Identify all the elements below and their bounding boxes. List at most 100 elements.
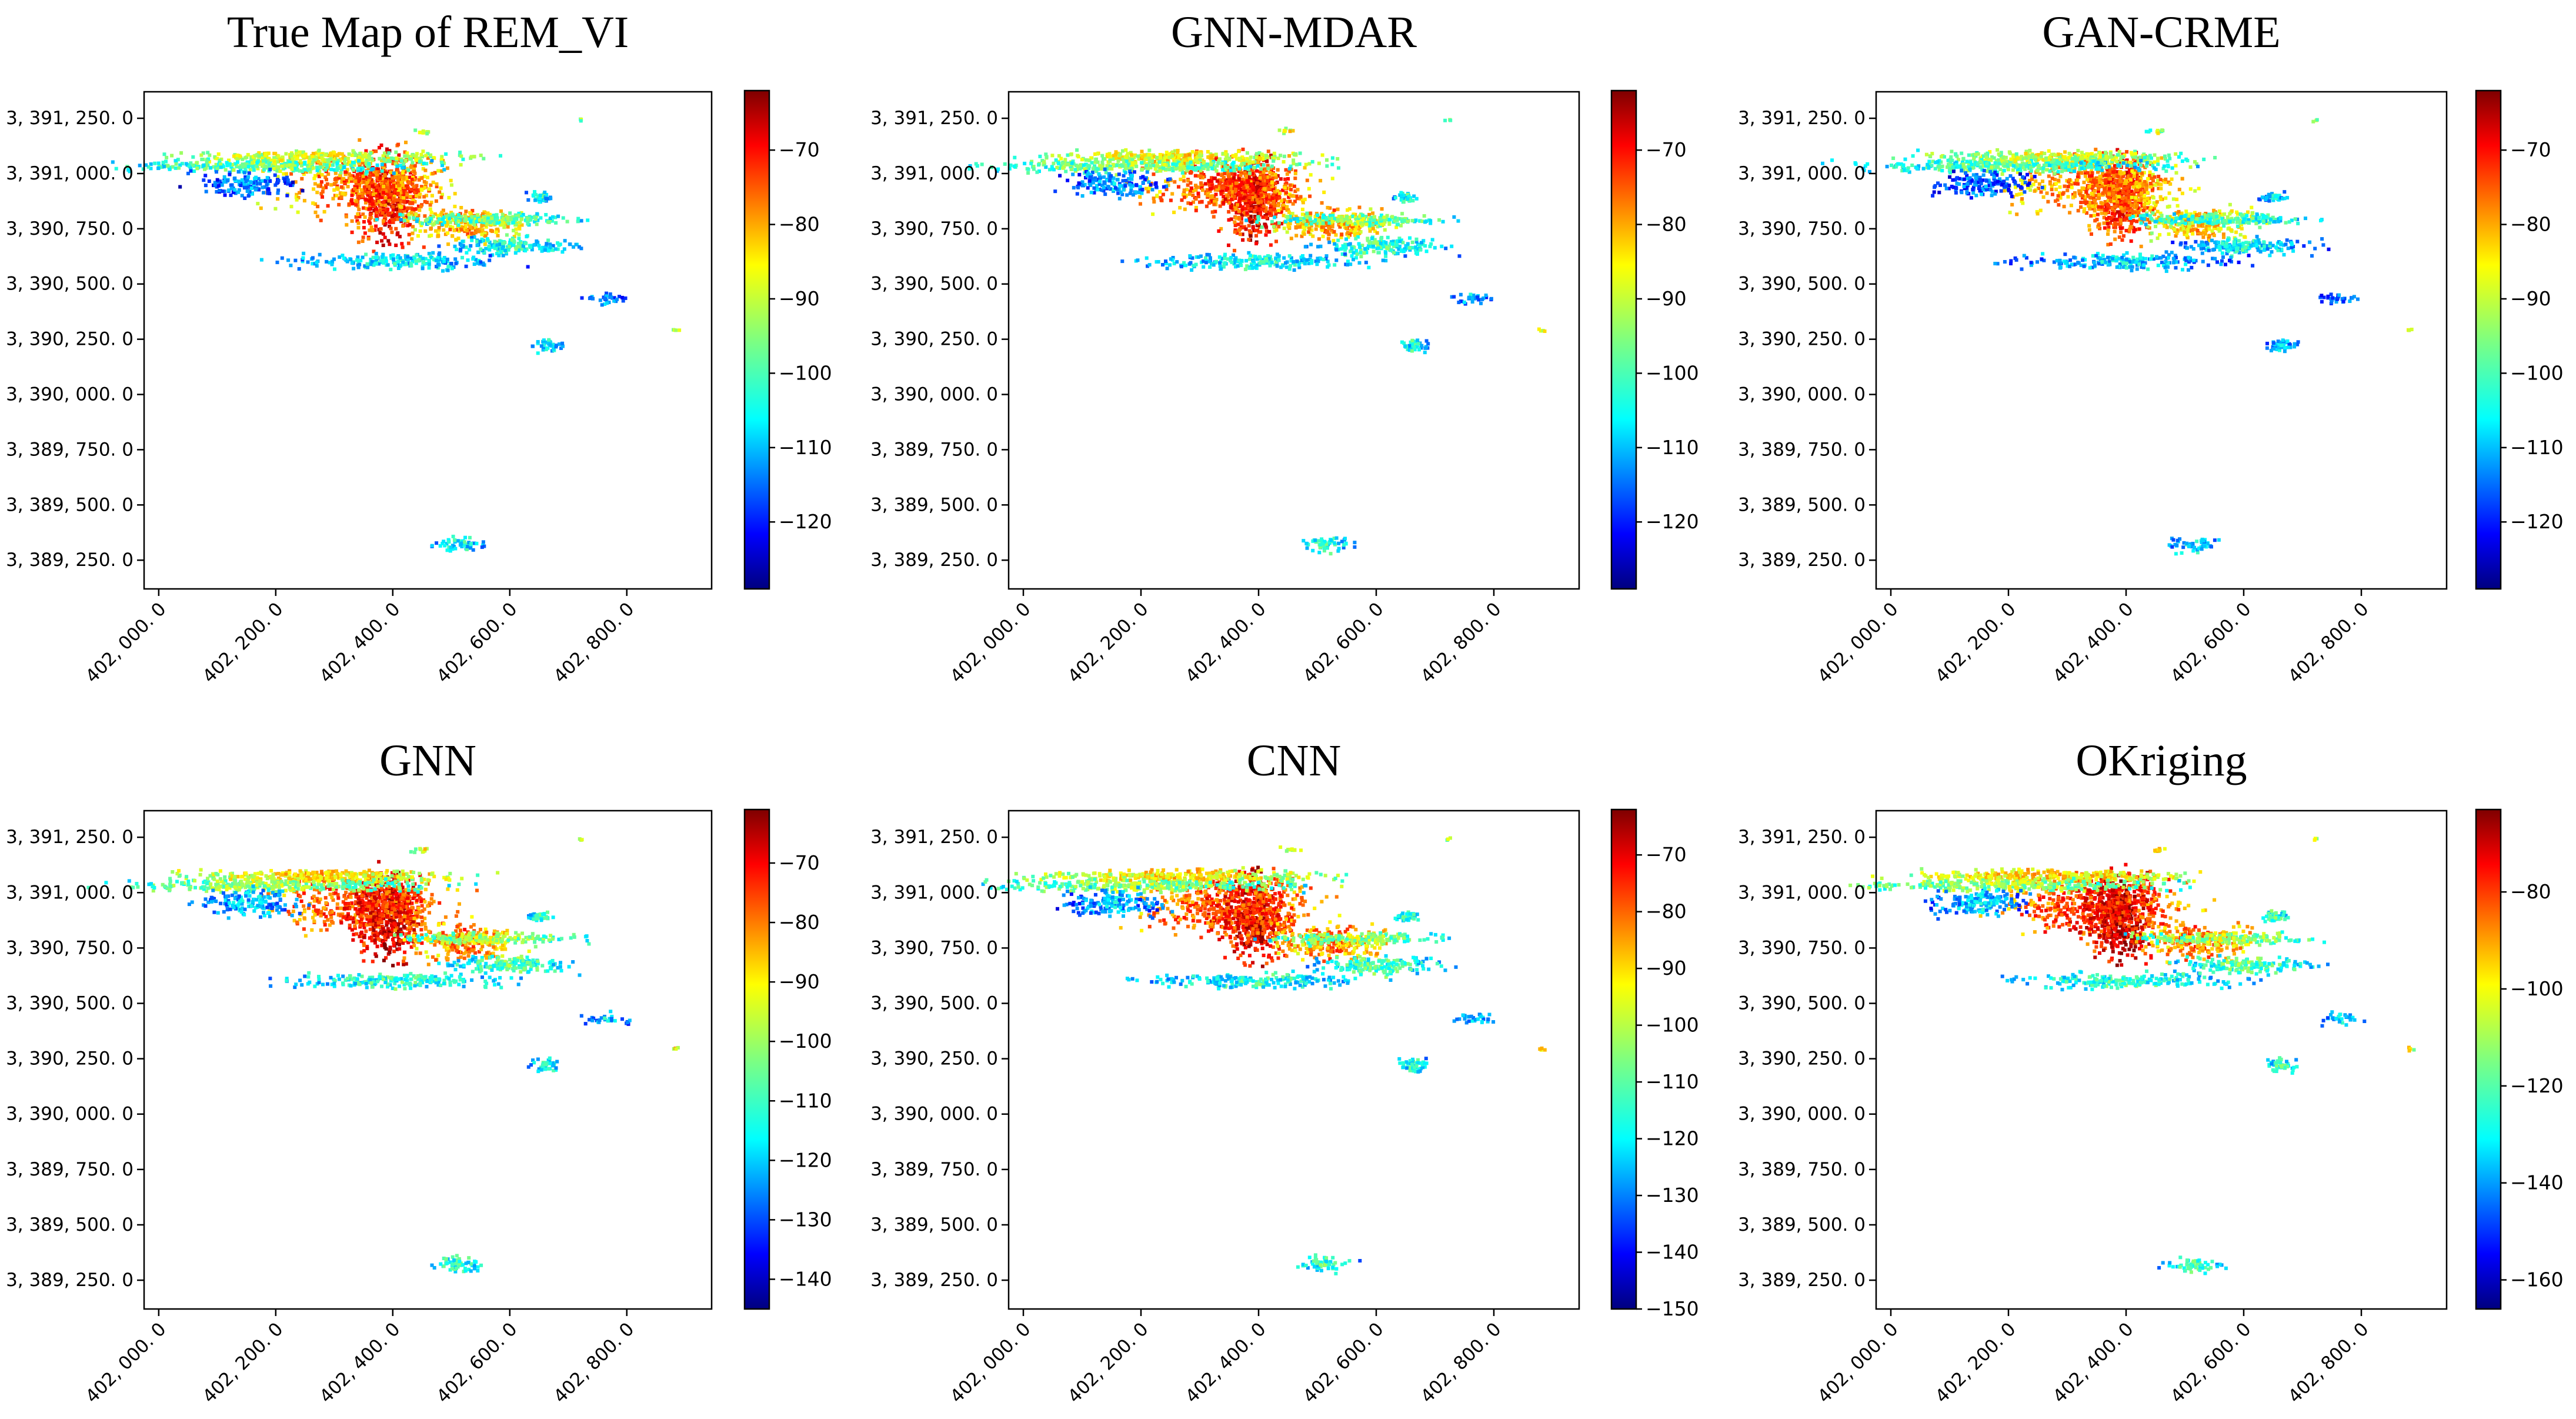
heatmap-cell <box>1163 163 1167 166</box>
heatmap-cell <box>333 267 336 271</box>
heatmap-cell <box>394 150 398 154</box>
heatmap-cell <box>458 151 462 154</box>
heatmap-cell <box>1259 171 1263 175</box>
heatmap-cell <box>1070 161 1074 165</box>
heatmap-cell <box>1287 195 1291 199</box>
heatmap-cell <box>1233 172 1237 176</box>
heatmap-cell <box>1167 168 1172 172</box>
heatmap-cell <box>482 218 486 222</box>
heatmap-cell <box>252 158 256 162</box>
heatmap-cell <box>382 165 386 169</box>
heatmap-cell <box>209 166 213 170</box>
heatmap-cell <box>380 255 384 259</box>
heatmap-cell <box>536 218 540 222</box>
heatmap-cell <box>355 173 359 177</box>
heatmap-cell <box>337 202 341 206</box>
heatmap-cell <box>414 154 418 158</box>
heatmap-cell <box>577 245 581 249</box>
heatmap-cell <box>419 258 423 262</box>
heatmap-cell <box>1244 227 1248 231</box>
heatmap-cell <box>268 168 272 172</box>
heatmap-cell <box>444 212 448 216</box>
heatmap-cell <box>1106 153 1110 157</box>
heatmap-cell <box>435 182 439 186</box>
heatmap-cell <box>293 164 297 168</box>
heatmap-cell <box>470 216 474 221</box>
heatmap-cell <box>353 185 357 189</box>
heatmap-cell <box>1256 211 1260 215</box>
heatmap-cell <box>380 169 384 173</box>
heatmap-cell <box>1256 215 1260 219</box>
heatmap-cell <box>1190 165 1194 169</box>
heatmap-cell <box>395 255 399 259</box>
heatmap-cell <box>195 161 199 165</box>
heatmap-cell <box>1073 168 1077 172</box>
heatmap-cell <box>379 186 383 191</box>
heatmap-cell <box>1199 174 1203 178</box>
heatmap-cell <box>1037 163 1041 167</box>
heatmap-cell <box>1410 219 1414 223</box>
heatmap-cell <box>1032 167 1036 171</box>
heatmap-cell <box>529 245 532 249</box>
heatmap-cell <box>1355 252 1359 256</box>
heatmap-cell <box>517 211 521 215</box>
heatmap-cell <box>299 153 303 157</box>
heatmap-cell <box>288 161 292 165</box>
heatmap-cell <box>376 209 380 213</box>
heatmap-cell <box>497 219 501 223</box>
heatmap-cell <box>422 174 426 178</box>
heatmap-cell <box>414 158 418 162</box>
heatmap-cell <box>427 266 431 270</box>
heatmap-cell <box>557 243 561 247</box>
heatmap-cell <box>341 254 345 258</box>
heatmap-cell <box>401 183 405 187</box>
heatmap-cell <box>492 244 496 248</box>
heatmap-cell <box>1257 190 1261 194</box>
heatmap-cell <box>1076 185 1080 189</box>
heatmap-cell <box>372 188 376 192</box>
heatmap-cell <box>1115 173 1119 177</box>
heatmap-cell <box>508 211 512 215</box>
heatmap-cell <box>538 196 542 201</box>
heatmap-cell <box>319 154 323 158</box>
heatmap-cell <box>1414 218 1418 222</box>
heatmap-cell <box>1295 196 1299 201</box>
heatmap-cell <box>407 212 411 216</box>
heatmap-cell <box>339 168 343 171</box>
heatmap-cell <box>516 241 520 245</box>
heatmap-cell <box>356 157 360 161</box>
heatmap-cell <box>252 181 256 185</box>
heatmap-cell <box>1115 164 1119 168</box>
heatmap-cell <box>313 155 318 159</box>
heatmap-cell <box>177 166 181 170</box>
heatmap-cell <box>205 160 209 164</box>
heatmap-cell <box>1289 236 1293 241</box>
heatmap-cell <box>455 248 459 251</box>
heatmap-cell <box>219 165 223 169</box>
heatmap-cell <box>223 193 227 197</box>
heatmap-cell <box>401 168 405 172</box>
heatmap-cell <box>1194 208 1198 212</box>
heatmap-cell <box>521 244 525 248</box>
heatmap-cell <box>474 225 478 229</box>
heatmap-cell <box>418 221 422 225</box>
heatmap-cell <box>1243 166 1247 171</box>
heatmap-cell <box>430 544 434 548</box>
heatmap-cell <box>356 212 360 216</box>
heatmap-cell <box>402 165 406 169</box>
heatmap-cell <box>388 211 391 215</box>
heatmap-cell <box>419 152 423 156</box>
heatmap-cell <box>276 165 280 169</box>
heatmap-cell <box>231 162 235 166</box>
heatmap-cell <box>472 262 476 266</box>
heatmap-cell <box>1233 224 1237 228</box>
heatmap-cell <box>422 161 426 165</box>
heatmap-cell <box>404 175 408 179</box>
heatmap-cell <box>228 171 232 175</box>
heatmap-cell <box>531 193 535 197</box>
heatmap-cell <box>1126 152 1130 156</box>
heatmap-cell <box>384 259 388 263</box>
heatmap-cell <box>1302 219 1306 224</box>
heatmap-cell <box>266 187 271 191</box>
